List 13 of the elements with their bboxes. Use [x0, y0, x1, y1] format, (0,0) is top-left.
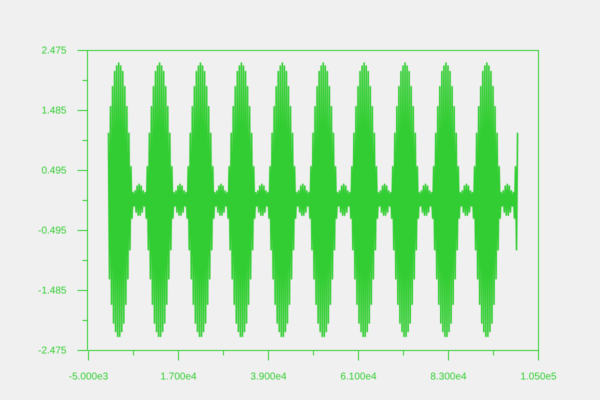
line-series — [108, 62, 518, 338]
x-tick-label: 6.100e4 — [340, 372, 378, 383]
x-tick-label: 1.700e4 — [160, 372, 198, 383]
x-tick-label: -5.000e3 — [68, 372, 109, 383]
y-tick-label: 0.495 — [41, 166, 67, 177]
x-tick-label: 3.900e4 — [250, 372, 288, 383]
y-tick-label: 2.475 — [41, 46, 67, 57]
x-tick-label: 1.050e5 — [520, 372, 558, 383]
y-tick-label: -1.485 — [38, 286, 67, 297]
y-tick-label: -0.495 — [38, 226, 67, 237]
y-tick-label: -2.475 — [38, 346, 67, 357]
y-tick-label: 1.485 — [41, 106, 67, 117]
x-tick-label: 8.300e4 — [430, 372, 468, 383]
